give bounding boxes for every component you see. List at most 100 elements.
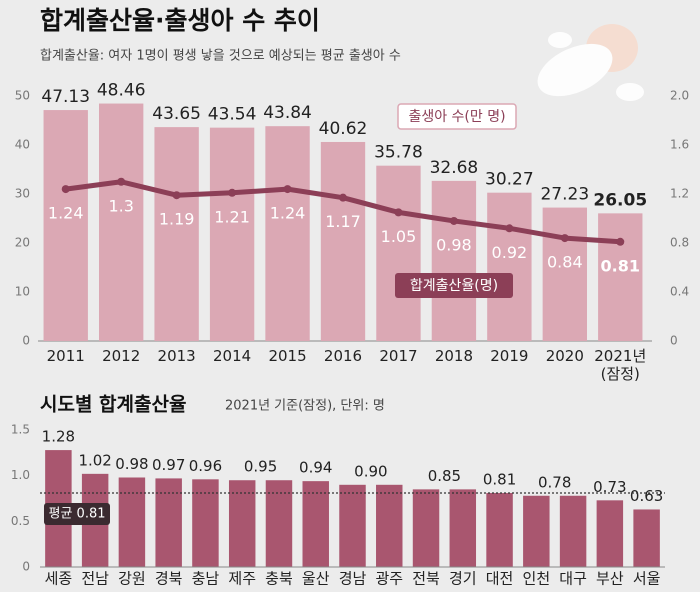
line-point bbox=[394, 208, 403, 217]
x-tick-label: 대구 bbox=[559, 570, 587, 588]
bar bbox=[154, 127, 199, 342]
value-label: 26.05 bbox=[593, 190, 647, 210]
value-label: 0.84 bbox=[547, 253, 583, 272]
x-tick-label: 대전 bbox=[486, 570, 514, 588]
x-tick-label: 충북 bbox=[265, 570, 293, 588]
value-label: 40.62 bbox=[319, 119, 368, 139]
x-tick-label: 서울 bbox=[633, 570, 661, 588]
x-tick-label: 경기 bbox=[449, 570, 477, 588]
x-tick-label: 전북 bbox=[412, 570, 440, 588]
bar bbox=[412, 489, 440, 567]
y2-tick-label: 0.4 bbox=[670, 285, 689, 299]
value-label: 1.05 bbox=[381, 227, 417, 246]
value-label: 1.19 bbox=[159, 210, 195, 229]
value-label: 1.3 bbox=[108, 196, 133, 215]
line-point bbox=[228, 188, 237, 197]
line-point bbox=[505, 224, 514, 233]
bar bbox=[431, 180, 477, 341]
line-point bbox=[616, 237, 625, 246]
value-label: 0.97 bbox=[152, 456, 185, 474]
value-label: 1.28 bbox=[42, 428, 75, 446]
x-tick-label: 2012 bbox=[102, 347, 141, 365]
x-tick-label: 제주 bbox=[228, 570, 256, 588]
bar bbox=[523, 495, 550, 567]
value-label: 1.21 bbox=[214, 207, 250, 226]
bar bbox=[209, 127, 255, 342]
bar bbox=[559, 495, 587, 567]
bar bbox=[449, 489, 477, 567]
value-label: 0.94 bbox=[299, 459, 332, 477]
x-tick-label: 2015 bbox=[268, 347, 307, 365]
series-label: 출생아 수(만 명) bbox=[397, 103, 517, 130]
bar bbox=[320, 141, 366, 341]
value-label: 43.65 bbox=[152, 104, 201, 124]
y2-tick-label: 0.8 bbox=[670, 236, 689, 250]
bar bbox=[486, 493, 513, 567]
y-tick-label: 0.5 bbox=[11, 514, 30, 528]
x-tick-label: 경남 bbox=[339, 570, 367, 588]
reference-label-box bbox=[44, 503, 110, 526]
chart-note: 2021년 기준(잠정), 단위: 명 bbox=[225, 399, 385, 414]
bar bbox=[99, 103, 144, 342]
x-tick-label: 2016 bbox=[323, 347, 363, 365]
bar bbox=[542, 207, 587, 341]
x-tick-label: 2013 bbox=[157, 347, 196, 365]
x-tick-label: 충남 bbox=[192, 570, 220, 588]
line-point bbox=[339, 193, 347, 202]
value-label: 1.02 bbox=[78, 451, 111, 469]
bar bbox=[302, 481, 329, 567]
value-label: 35.78 bbox=[374, 143, 423, 163]
value-label: 30.27 bbox=[485, 170, 534, 190]
value-label: 0.81 bbox=[483, 471, 516, 489]
value-label: 43.84 bbox=[263, 103, 312, 123]
x-tick-label: 2019 bbox=[490, 347, 529, 365]
value-label: 0.78 bbox=[538, 473, 571, 491]
x-tick-label: 2011 bbox=[46, 347, 85, 365]
bar bbox=[265, 126, 310, 342]
x-tick-label: 전남 bbox=[81, 570, 109, 588]
y-tick-label: 1.0 bbox=[11, 468, 30, 482]
bar bbox=[155, 478, 182, 567]
x-tick-label: 부산 bbox=[596, 570, 624, 588]
value-label: 32.68 bbox=[430, 158, 479, 178]
x-tick-label: 2017 bbox=[379, 347, 418, 365]
x-tick-label: 2021년 (잠정) bbox=[594, 347, 647, 383]
x-tick-label: 울산 bbox=[302, 570, 330, 588]
bar bbox=[265, 480, 293, 567]
series-label: 합계출산율(명) bbox=[410, 278, 498, 294]
line-point bbox=[117, 177, 126, 186]
chart-title: 합계출산율·출생아 수 추이 bbox=[40, 6, 320, 35]
bar bbox=[633, 509, 660, 567]
value-label: 0.63 bbox=[630, 487, 663, 505]
y-tick-label: 1.5 bbox=[11, 423, 30, 437]
value-label: 1.24 bbox=[48, 204, 84, 223]
bar bbox=[192, 479, 219, 567]
value-label: 0.85 bbox=[428, 467, 461, 485]
y-tick-label: 30 bbox=[15, 187, 30, 201]
chart-title: 시도별 합계출산율 bbox=[40, 394, 186, 416]
x-tick-label: 2018 bbox=[434, 347, 473, 365]
x-tick-label: 경북 bbox=[155, 570, 183, 588]
value-label: 0.92 bbox=[492, 243, 528, 262]
line-point bbox=[560, 234, 569, 243]
y-tick-label: 0 bbox=[22, 560, 30, 574]
value-label: 47.13 bbox=[41, 87, 90, 107]
line-point bbox=[172, 191, 181, 200]
value-label: 0.73 bbox=[593, 478, 626, 496]
bar bbox=[43, 110, 88, 341]
value-label: 0.90 bbox=[354, 462, 387, 480]
x-tick-label: 광주 bbox=[375, 570, 403, 588]
series-label: 출생아 수(만 명) bbox=[408, 109, 505, 125]
x-tick-label: 인천 bbox=[523, 570, 551, 588]
x-tick-label: 2014 bbox=[212, 347, 252, 365]
value-label: 1.24 bbox=[270, 204, 306, 223]
x-tick-label: 2020 bbox=[545, 347, 584, 365]
value-label: 48.46 bbox=[97, 81, 146, 101]
reference-label: 평균 0.81 bbox=[49, 507, 106, 522]
line-point bbox=[283, 185, 292, 194]
y2-tick-label: 1.2 bbox=[670, 187, 689, 201]
bar bbox=[596, 500, 624, 567]
bar bbox=[376, 484, 403, 567]
